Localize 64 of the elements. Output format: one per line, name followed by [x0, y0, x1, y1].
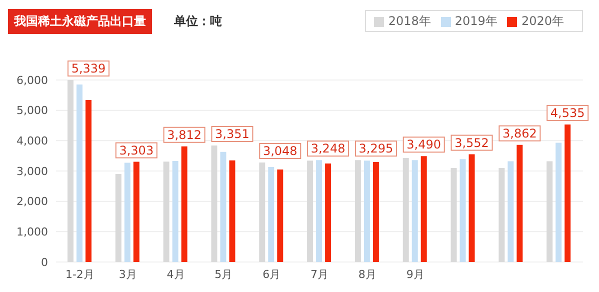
- y-tick-label: 4,000: [16, 134, 48, 148]
- bar: [220, 152, 226, 262]
- y-tick-label: 3,000: [16, 164, 48, 178]
- bar: [556, 142, 562, 262]
- bar: [364, 160, 370, 262]
- chart-subtitle: 单位：吨: [174, 12, 222, 30]
- y-tick-label: 5,000: [16, 104, 48, 118]
- y-tick-label: 6,000: [16, 74, 48, 87]
- bar: [277, 170, 284, 262]
- bar: [68, 80, 74, 262]
- x-tick-label: 8月: [358, 268, 376, 281]
- bar: [508, 161, 514, 262]
- bar: [229, 160, 236, 262]
- bar: [546, 161, 553, 262]
- x-tick-label: 9月: [406, 268, 424, 281]
- bar: [450, 168, 457, 262]
- x-tick-label: 4月: [166, 268, 185, 281]
- x-tick-label: 7月: [310, 268, 328, 281]
- bar: [211, 146, 218, 262]
- bar: [516, 144, 523, 262]
- legend-label: 2019年: [454, 14, 498, 28]
- data-label: 3,552: [454, 136, 489, 150]
- bar: [354, 160, 361, 262]
- y-tick-label: 0: [41, 256, 48, 269]
- bar: [325, 163, 332, 262]
- bar: [76, 84, 82, 262]
- x-tick-label: 1-2月: [65, 268, 94, 281]
- legend-label: 2020年: [521, 14, 564, 28]
- bar: [372, 162, 379, 262]
- bar: [124, 162, 130, 262]
- data-label: 3,862: [502, 126, 537, 140]
- x-tick-label: 5月: [214, 268, 233, 281]
- bar: [420, 156, 427, 262]
- bar: [259, 162, 266, 262]
- bar: [468, 154, 475, 262]
- data-label: 3,490: [406, 138, 442, 152]
- data-label: 4,535: [550, 106, 585, 120]
- bar: [316, 160, 322, 262]
- data-label: 3,351: [215, 127, 250, 142]
- chart-title: 我国稀土永磁产品出口量: [8, 8, 152, 34]
- bar: [86, 100, 92, 262]
- bar: [181, 146, 188, 262]
- x-tick-label: 6月: [262, 268, 281, 281]
- bar: [307, 160, 314, 262]
- data-label: 3,303: [119, 143, 154, 158]
- bar: [460, 159, 466, 262]
- bar: [402, 158, 409, 262]
- bar: [115, 174, 122, 262]
- bar: [268, 167, 274, 262]
- data-label: 3,812: [167, 128, 202, 142]
- legend-label: 2018年: [388, 14, 431, 28]
- y-tick-label: 1,000: [16, 226, 48, 239]
- data-label: 3,048: [262, 144, 298, 158]
- data-label: 3,295: [358, 142, 394, 156]
- bar: [498, 168, 505, 262]
- bar: [564, 124, 571, 262]
- data-label: 3,248: [310, 142, 346, 156]
- x-tick-label: 3月: [118, 268, 137, 281]
- bar: [412, 160, 418, 262]
- bar: [163, 162, 170, 262]
- data-label: 5,339: [71, 62, 106, 76]
- bar: [172, 160, 178, 262]
- y-tick-label: 2,000: [16, 195, 48, 208]
- bar: [133, 162, 140, 262]
